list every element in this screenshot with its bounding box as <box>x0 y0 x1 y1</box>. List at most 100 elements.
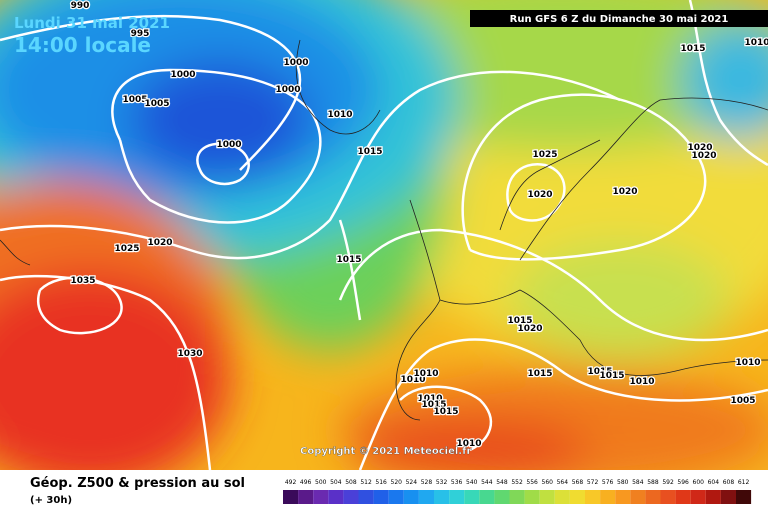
legend-label: 604 <box>708 479 720 486</box>
legend-label: 560 <box>542 479 554 486</box>
legend-label: 524 <box>406 479 418 486</box>
legend-label: 572 <box>587 479 599 486</box>
isobar-label: 1025 <box>532 150 557 160</box>
legend-swatch <box>479 490 495 504</box>
isobar-labels: 9909951000100010001005100510001010101510… <box>69 0 768 450</box>
run-banner <box>470 10 768 27</box>
isobar-label: 1010 <box>417 394 442 404</box>
isobar-label: 1015 <box>357 147 382 157</box>
legend-swatch <box>675 490 691 504</box>
legend-label: 584 <box>632 479 644 486</box>
legend-swatch <box>298 490 314 504</box>
legend-swatch <box>524 490 540 504</box>
legend-label: 548 <box>496 479 508 486</box>
isobar-label: 1015 <box>433 407 458 417</box>
isobar-label: 1020 <box>527 190 552 200</box>
isobar-label: 1015 <box>527 369 552 379</box>
legend-label: 520 <box>391 479 403 486</box>
isobar-label: 1000 <box>283 58 308 68</box>
legend-swatch <box>434 490 450 504</box>
legend-swatch <box>736 490 752 504</box>
legend-swatch <box>313 490 329 504</box>
isobar-label: 1010 <box>744 38 768 48</box>
footer-title: Géop. Z500 & pression au sol <box>30 476 245 491</box>
isobar-label: 1000 <box>216 140 241 150</box>
legend-label: 600 <box>693 479 705 486</box>
legend-swatch <box>600 490 616 504</box>
isobar-label: 1015 <box>336 255 361 265</box>
isobar-label: 1005 <box>144 99 169 109</box>
legend-swatch <box>403 490 419 504</box>
isobar-label: 1020 <box>612 187 637 197</box>
isobar-label: 1015 <box>507 316 532 326</box>
legend-label: 516 <box>375 479 387 486</box>
legend-swatch <box>705 490 721 504</box>
legend-swatch <box>554 490 570 504</box>
legend-label: 540 <box>466 479 478 486</box>
isobar-label: 1010 <box>413 369 438 379</box>
isobar-label: 1005 <box>122 95 147 105</box>
legend-label: 580 <box>617 479 629 486</box>
legend-label: 576 <box>602 479 614 486</box>
legend-label: 544 <box>481 479 493 486</box>
legend-swatch <box>418 490 434 504</box>
isobar-label: 1000 <box>275 85 300 95</box>
isobar-label: 1000 <box>170 70 195 80</box>
legend-swatch <box>388 490 404 504</box>
isobar-label: 1010 <box>629 377 654 387</box>
isobar-label: 1010 <box>735 358 760 368</box>
legend-swatch <box>539 490 555 504</box>
isobar-label: 1020 <box>517 324 542 334</box>
legend-swatch <box>358 490 374 504</box>
legend-label: 512 <box>360 479 372 486</box>
isobar-label: 1015 <box>421 400 446 410</box>
isobar-label: 1015 <box>587 367 612 377</box>
legend-swatch <box>585 490 601 504</box>
legend-label: 592 <box>662 479 674 486</box>
legend-label: 504 <box>330 479 342 486</box>
legend-swatch <box>720 490 736 504</box>
legend-swatch <box>615 490 631 504</box>
legend-swatch <box>660 490 676 504</box>
legend-swatch <box>690 490 706 504</box>
date: Lundi 31 mai 2021 <box>14 14 170 32</box>
legend-label: 536 <box>451 479 463 486</box>
legend-swatch <box>645 490 661 504</box>
legend-swatch <box>569 490 585 504</box>
isobar-label: 1020 <box>687 143 712 153</box>
footer-lead: (+ 30h) <box>30 495 72 506</box>
legend-label: 508 <box>345 479 357 486</box>
legend-label: 552 <box>511 479 523 486</box>
legend-swatch <box>343 490 359 504</box>
legend-label: 492 <box>285 479 297 486</box>
isobar-label: 1015 <box>680 44 705 54</box>
field <box>0 0 768 490</box>
legend-label: 608 <box>723 479 735 486</box>
isobar-label: 1025 <box>114 244 139 254</box>
isobar-label: 1020 <box>691 151 716 161</box>
run-info: Run GFS 6 Z du Dimanche 30 mai 2021 <box>510 14 729 25</box>
legend-swatch <box>373 490 389 504</box>
isobars <box>0 0 768 471</box>
legend-label: 568 <box>572 479 584 486</box>
legend: 492 496 500 504 508 512 516 520 524 528 532 536 540 5… <box>283 479 752 504</box>
time: 14:00 locale <box>14 33 151 57</box>
legend-swatch <box>630 490 646 504</box>
isobar-label: 1010 <box>327 110 352 120</box>
legend-label: 588 <box>647 479 659 486</box>
legend-label: 500 <box>315 479 327 486</box>
legend-label: 612 <box>738 479 750 486</box>
isobar-label: 1010 <box>456 439 481 449</box>
legend-label: 496 <box>300 479 312 486</box>
legend-swatch <box>283 490 299 504</box>
isobar-label: 1015 <box>599 371 624 381</box>
isobar-label: 1010 <box>400 375 425 385</box>
legend-label: 532 <box>436 479 448 486</box>
legend-swatch <box>464 490 480 504</box>
legend-swatch <box>509 490 525 504</box>
legend-swatch <box>328 490 344 504</box>
legend-swatch <box>449 490 465 504</box>
isobar-label: 1005 <box>730 396 755 406</box>
isobar-label: 995 <box>131 29 150 39</box>
